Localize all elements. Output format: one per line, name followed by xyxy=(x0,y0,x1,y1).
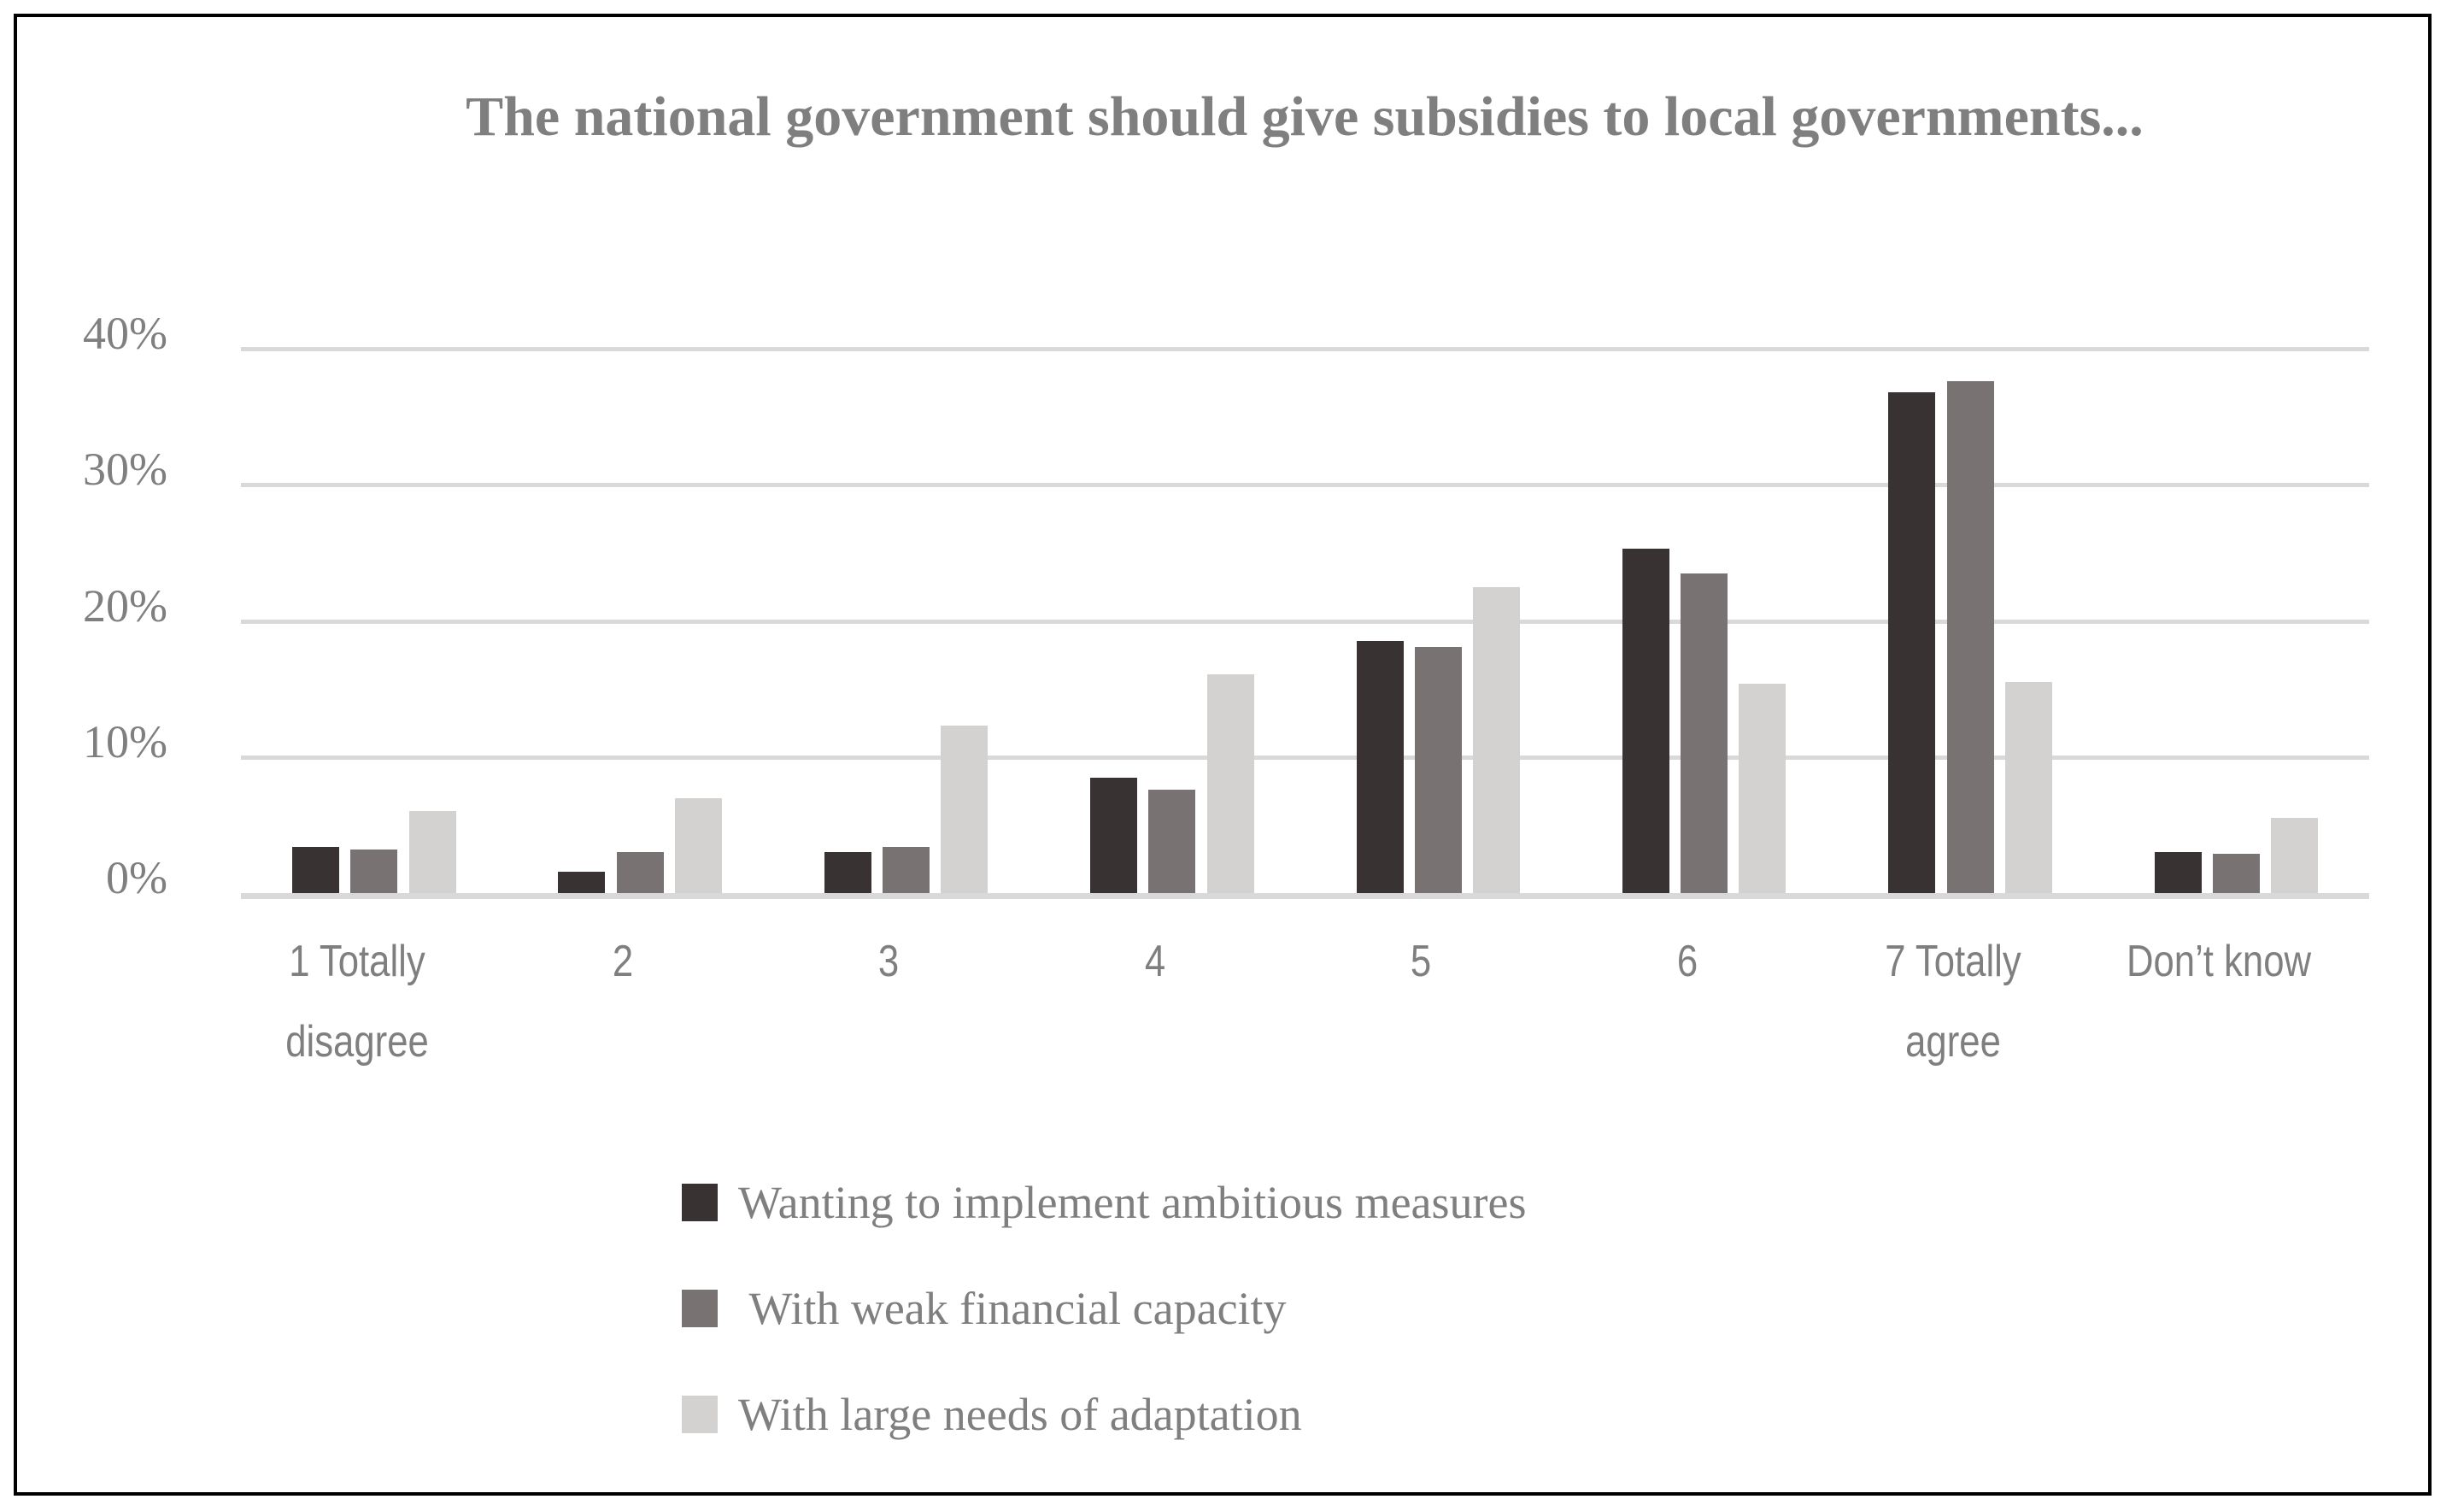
y-tick-label-40: 40% xyxy=(83,308,167,360)
bar-series3-cat1 xyxy=(408,811,456,893)
gridline-30 xyxy=(241,483,2369,488)
legend-label-1: Wanting to implement ambitious measures xyxy=(738,1177,1527,1228)
bar-series2-cat5 xyxy=(1414,646,1462,893)
legend-label-2: With weak financial capacity xyxy=(738,1283,1287,1334)
bar-series3-cat3 xyxy=(941,726,989,893)
x-axis-line xyxy=(241,893,2369,899)
y-tick-label-0: 0% xyxy=(106,852,167,903)
chart-frame: The national government should give subs… xyxy=(14,14,2432,1496)
x-tick-label-7: 7 Totally agree xyxy=(1885,937,2021,1067)
bar-series2-cat8 xyxy=(2212,853,2260,893)
bar-series3-cat2 xyxy=(674,797,722,893)
bar-series1-cat7 xyxy=(1888,392,1936,893)
x-tick-label-3: 3 xyxy=(878,937,900,986)
legend-swatch-2 xyxy=(682,1290,718,1327)
y-tick-label-30: 30% xyxy=(83,444,167,496)
bar-series2-cat2 xyxy=(616,852,664,893)
bar-series1-cat1 xyxy=(292,846,339,893)
bar-series3-cat8 xyxy=(2271,818,2319,893)
bar-series2-cat4 xyxy=(1148,790,1196,893)
legend-item-3: With large needs of adaptation xyxy=(682,1361,1526,1467)
bar-series3-cat4 xyxy=(1206,673,1254,893)
bar-series3-cat7 xyxy=(2004,682,2052,893)
chart-title: The national government should give subs… xyxy=(466,85,2144,148)
gridline-20 xyxy=(241,619,2369,624)
bar-series1-cat8 xyxy=(2154,852,2202,893)
legend-label-3: With large needs of adaptation xyxy=(738,1389,1302,1440)
y-tick-label-10: 10% xyxy=(83,715,167,767)
bar-series1-cat6 xyxy=(1622,549,1669,893)
legend: Wanting to implement ambitious measures … xyxy=(682,1149,1526,1467)
legend-swatch-1 xyxy=(682,1184,718,1221)
bar-series3-cat5 xyxy=(1473,586,1521,893)
x-tick-label-2: 2 xyxy=(612,937,634,986)
legend-item-2: With weak financial capacity xyxy=(682,1255,1526,1361)
plot-area xyxy=(241,17,2369,899)
gridline-40 xyxy=(241,347,2369,352)
x-tick-label-5: 5 xyxy=(1411,937,1432,986)
x-tick-label-8: Don’t know xyxy=(2127,937,2312,986)
legend-swatch-3 xyxy=(682,1396,718,1433)
bar-series1-cat4 xyxy=(1090,777,1138,893)
bar-series2-cat3 xyxy=(883,846,930,893)
bar-series2-cat6 xyxy=(1681,573,1728,893)
bar-series2-cat7 xyxy=(1946,381,1994,893)
bar-series2-cat1 xyxy=(350,850,398,893)
bar-series1-cat3 xyxy=(824,852,871,893)
bar-series3-cat6 xyxy=(1739,683,1786,893)
legend-item-1: Wanting to implement ambitious measures xyxy=(682,1149,1526,1255)
bar-series1-cat2 xyxy=(558,871,606,893)
y-tick-label-20: 20% xyxy=(83,579,167,632)
gridline-10 xyxy=(241,755,2369,760)
bar-series1-cat5 xyxy=(1356,641,1404,893)
x-tick-label-1: 1 Totally disagree xyxy=(285,937,429,1067)
x-tick-label-6: 6 xyxy=(1676,937,1698,986)
x-tick-label-4: 4 xyxy=(1144,937,1165,986)
